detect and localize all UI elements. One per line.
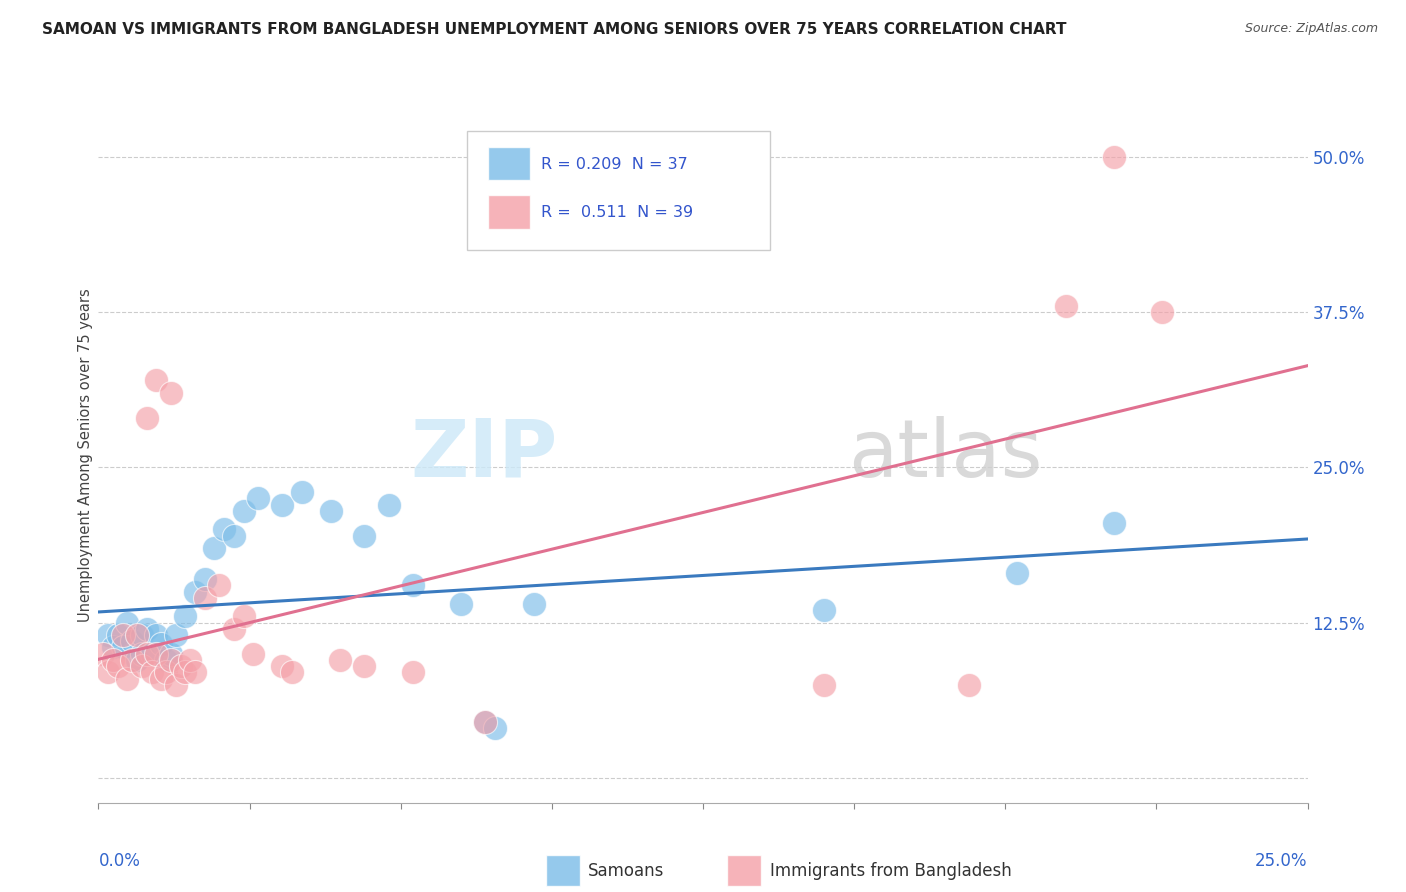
Point [107, 628, 129, 642]
FancyBboxPatch shape [467, 131, 769, 250]
Text: Source: ZipAtlas.com: Source: ZipAtlas.com [1244, 22, 1378, 36]
Point [474, 714, 496, 729]
Text: Samoans: Samoans [588, 862, 665, 880]
Text: Immigrants from Bangladesh: Immigrants from Bangladesh [769, 862, 1011, 880]
FancyBboxPatch shape [546, 855, 579, 887]
Point [271, 498, 294, 512]
Point [97, 628, 120, 642]
Point [377, 498, 399, 512]
Point [450, 597, 472, 611]
Point [91, 647, 114, 661]
Text: 0.0%: 0.0% [98, 852, 141, 870]
FancyBboxPatch shape [488, 195, 530, 228]
Point [281, 665, 304, 680]
Point [212, 523, 235, 537]
Point [131, 659, 153, 673]
Point [271, 659, 294, 673]
Point [184, 584, 207, 599]
FancyBboxPatch shape [727, 855, 761, 887]
Point [101, 653, 124, 667]
Point [135, 410, 157, 425]
Text: R = 0.209  N = 37: R = 0.209 N = 37 [541, 157, 688, 171]
Text: SAMOAN VS IMMIGRANTS FROM BANGLADESH UNEMPLOYMENT AMONG SENIORS OVER 75 YEARS CO: SAMOAN VS IMMIGRANTS FROM BANGLADESH UNE… [42, 22, 1067, 37]
Point [131, 647, 153, 661]
Point [165, 678, 187, 692]
Point [232, 609, 254, 624]
Point [155, 653, 177, 667]
Point [155, 665, 177, 680]
Point [121, 634, 143, 648]
Point [290, 485, 312, 500]
Point [174, 609, 197, 624]
Point [242, 647, 264, 661]
Point [131, 628, 153, 642]
Point [101, 640, 124, 655]
Point [222, 529, 245, 543]
Point [111, 628, 134, 642]
Point [160, 647, 183, 661]
Point [107, 659, 129, 673]
Point [222, 622, 245, 636]
Point [353, 529, 375, 543]
Point [150, 672, 173, 686]
Point [402, 578, 425, 592]
Point [165, 628, 187, 642]
Point [329, 653, 352, 667]
Point [1102, 150, 1125, 164]
Point [141, 647, 163, 661]
Point [117, 672, 139, 686]
Point [179, 653, 201, 667]
Text: ZIP: ZIP [411, 416, 558, 494]
Point [145, 628, 167, 642]
Point [957, 678, 980, 692]
Point [127, 653, 149, 667]
Point [127, 628, 149, 642]
Point [121, 653, 143, 667]
Point [1054, 299, 1077, 313]
Y-axis label: Unemployment Among Seniors over 75 years: Unemployment Among Seniors over 75 years [77, 288, 93, 622]
Text: 25.0%: 25.0% [1256, 852, 1308, 870]
Point [145, 647, 167, 661]
Point [169, 659, 191, 673]
Point [150, 637, 173, 651]
Point [484, 721, 506, 735]
Point [135, 647, 157, 661]
Point [1102, 516, 1125, 531]
Point [194, 572, 217, 586]
Point [111, 640, 134, 655]
Text: atlas: atlas [848, 416, 1042, 494]
Point [208, 578, 231, 592]
Point [813, 678, 835, 692]
Point [174, 665, 197, 680]
Point [474, 714, 496, 729]
Point [194, 591, 217, 605]
Point [813, 603, 835, 617]
Point [160, 653, 183, 667]
Point [319, 504, 342, 518]
Text: R =  0.511  N = 39: R = 0.511 N = 39 [541, 205, 693, 220]
Point [1152, 305, 1174, 319]
Point [97, 665, 120, 680]
Point [141, 665, 163, 680]
Point [184, 665, 207, 680]
FancyBboxPatch shape [488, 146, 530, 180]
Point [204, 541, 226, 555]
Point [353, 659, 375, 673]
Point [523, 597, 546, 611]
Point [160, 385, 183, 400]
Point [1007, 566, 1029, 580]
Point [145, 373, 167, 387]
Point [135, 622, 157, 636]
Point [247, 491, 270, 506]
Point [402, 665, 425, 680]
Point [117, 615, 139, 630]
Point [232, 504, 254, 518]
